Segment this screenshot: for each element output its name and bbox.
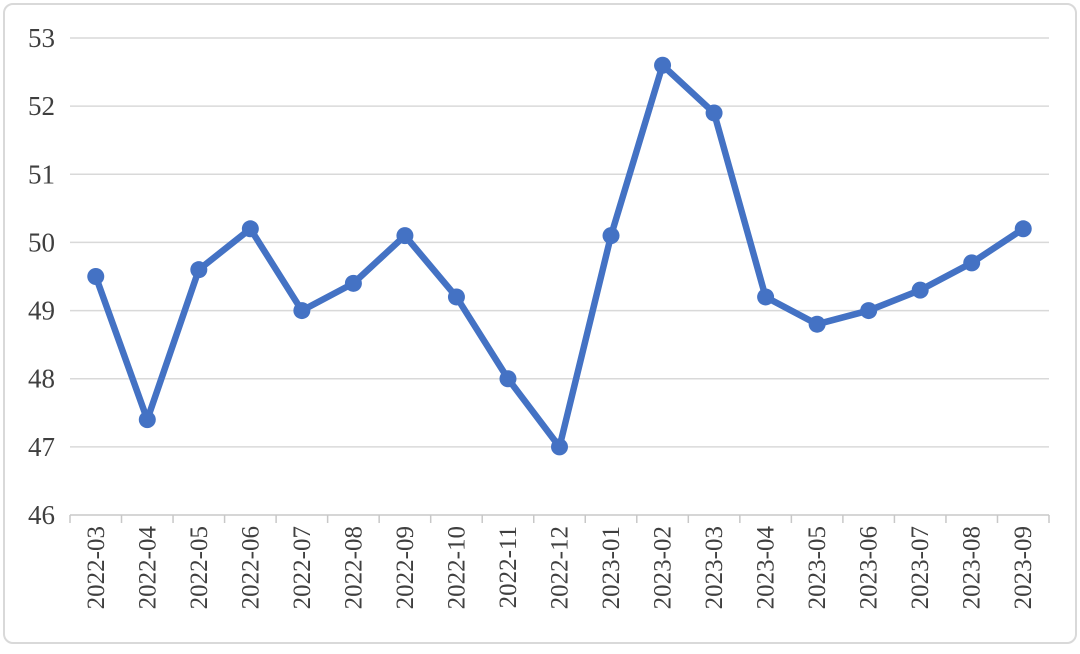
x-axis-tick-label: 2023-04 [753,526,780,610]
x-axis-tick-label: 2022-06 [237,526,264,609]
x-axis-tick-label: 2023-01 [598,526,625,609]
y-axis-tick-label: 50 [28,227,55,257]
y-axis-tick-label: 53 [28,23,55,53]
x-axis-tick-label: 2022-07 [289,526,316,609]
data-point-marker [293,302,311,320]
data-point-marker [87,268,105,285]
x-axis-tick-label: 2023-06 [856,526,883,609]
data-point-marker [551,438,568,456]
y-axis-tick-label: 47 [28,432,55,462]
x-axis-tick-label: 2023-05 [804,526,831,609]
x-axis-tick-label: 2022-09 [392,526,419,609]
data-point-marker [499,370,517,388]
pmi-line-chart: 46 47 48 49 50 51 52 53 2022-03 2022-04 2022-05 202… [28,23,1050,610]
data-point-marker [602,227,620,245]
x-axis-tick-label: 2023-02 [650,526,677,609]
data-point-marker [1014,220,1032,238]
x-axis-tick-label: 2022-10 [443,526,470,609]
data-point-marker [705,104,723,122]
x-axis-tick-label: 2022-08 [340,526,367,609]
y-axis-tick-label: 46 [28,500,55,530]
x-axis-tick-label: 2023-09 [1010,526,1037,609]
data-point-marker [447,288,465,306]
x-axis-tick-label: 2023-07 [907,526,934,609]
data-point-marker [344,274,362,292]
x-axis-tick-label: 2023-08 [959,526,986,609]
x-axis-tick-label: 2022-04 [134,526,161,610]
data-point-marker [808,315,826,333]
data-point-marker [396,227,414,245]
x-axis-tick-label: 2022-03 [83,526,110,609]
y-axis-tick-label: 48 [28,364,55,394]
x-axis-tick-label: 2022-05 [186,526,213,609]
data-point-marker [911,281,929,299]
x-axis-tick-label: 2022-11 [495,526,522,608]
data-point-marker [190,261,208,279]
x-axis-tick-label: 2022-12 [547,526,574,609]
chart-card: 46 47 48 49 50 51 52 53 2022-03 2022-04 2022-05 202… [3,3,1077,644]
data-point-marker [860,302,878,320]
x-axis-tick-label: 2023-03 [701,526,728,609]
data-point-marker [241,220,259,238]
y-axis-tick-label: 51 [28,159,55,189]
series-line [92,62,1027,451]
y-axis-tick-label: 52 [28,91,55,121]
data-point-marker [757,288,775,306]
data-point-marker [963,254,981,272]
data-point-marker [138,411,156,429]
data-point-marker [654,56,672,74]
y-axis-tick-label: 49 [28,296,55,326]
